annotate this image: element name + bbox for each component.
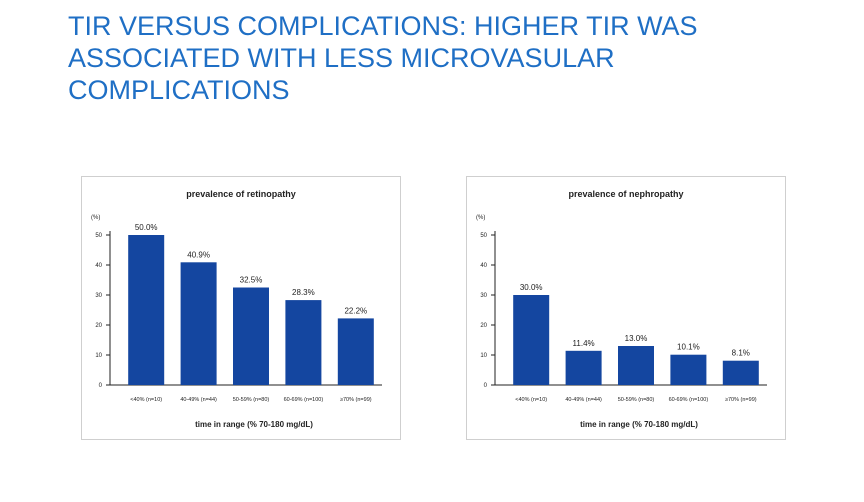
nephropathy-data-label: 11.4% — [573, 339, 595, 348]
retinopathy-data-label: 40.9% — [187, 250, 210, 259]
nephropathy-data-label: 13.0% — [625, 334, 648, 343]
nephropathy-bar — [670, 354, 707, 385]
retinopathy-chart: prevalence of retinopathy (%) 0 10 20 30 40 50 5… — [91, 189, 382, 429]
nephropathy-chart-panel: prevalence of nephropathy (%) 0 10 20 30 40 50 3… — [466, 176, 786, 440]
retinopathy-category-label: 60-69% (n=100) — [284, 397, 324, 403]
nephropathy-chart: prevalence of nephropathy (%) 0 10 20 30 40 50 3… — [476, 189, 767, 429]
retinopathy-data-label: 28.3% — [292, 288, 315, 297]
retinopathy-bar — [180, 262, 217, 385]
retinopathy-y-tick-label: 10 — [95, 353, 102, 359]
retinopathy-bar — [128, 235, 165, 385]
retinopathy-y-tick-label: 0 — [99, 383, 103, 389]
retinopathy-data-label: 50.0% — [135, 223, 158, 232]
retinopathy-bar — [233, 287, 269, 385]
nephropathy-bar — [722, 360, 759, 385]
nephropathy-category-label: 50-59% (n=80) — [618, 397, 655, 403]
nephropathy-chart-title: prevalence of nephropathy — [568, 189, 683, 199]
nephropathy-y-tick-label: 0 — [484, 383, 488, 389]
retinopathy-y-tick-label: 20 — [95, 323, 102, 329]
nephropathy-bar — [565, 350, 602, 385]
nephropathy-category-label: <40% (n=10) — [515, 397, 547, 403]
retinopathy-y-tick-label: 30 — [95, 293, 102, 299]
retinopathy-data-label: 32.5% — [240, 276, 263, 285]
retinopathy-category-label: 50-59% (n=80) — [233, 397, 270, 403]
nephropathy-x-axis-title: time in range (% 70-180 mg/dL) — [580, 420, 698, 429]
slide-title: TIR VERSUS COMPLICATIONS: HIGHER TIR WAS… — [68, 11, 698, 105]
retinopathy-chart-title: prevalence of retinopathy — [186, 189, 296, 199]
nephropathy-y-tick-label: 10 — [480, 353, 487, 359]
nephropathy-y-tick-label: 30 — [480, 293, 487, 299]
retinopathy-bar — [337, 318, 374, 385]
retinopathy-data-label: 22.2% — [344, 306, 367, 315]
retinopathy-y-axis-unit: (%) — [91, 215, 100, 221]
retinopathy-y-tick-label: 40 — [95, 263, 102, 269]
nephropathy-data-label: 8.1% — [732, 349, 750, 358]
nephropathy-y-tick-label: 50 — [480, 233, 487, 239]
nephropathy-category-label: 40-49% (n=44) — [565, 397, 602, 403]
retinopathy-bar — [285, 300, 322, 385]
retinopathy-chart-panel: prevalence of retinopathy (%) 0 10 20 30 40 50 5… — [81, 176, 401, 440]
nephropathy-bar — [618, 346, 654, 385]
nephropathy-bar — [513, 295, 550, 385]
retinopathy-category-label: 40-49% (n=44) — [180, 397, 217, 403]
nephropathy-y-tick-label: 40 — [480, 263, 487, 269]
nephropathy-category-label: 60-69% (n=100) — [669, 397, 709, 403]
retinopathy-category-label: ≥70% (n=99) — [340, 397, 372, 403]
retinopathy-y-tick-label: 50 — [95, 233, 102, 239]
nephropathy-data-label: 30.0% — [520, 283, 543, 292]
nephropathy-y-axis-unit: (%) — [476, 215, 485, 221]
nephropathy-data-label: 10.1% — [677, 343, 700, 352]
nephropathy-y-tick-label: 20 — [480, 323, 487, 329]
retinopathy-x-axis-title: time in range (% 70-180 mg/dL) — [195, 420, 313, 429]
nephropathy-category-label: ≥70% (n=99) — [725, 397, 757, 403]
retinopathy-category-label: <40% (n=10) — [130, 397, 162, 403]
